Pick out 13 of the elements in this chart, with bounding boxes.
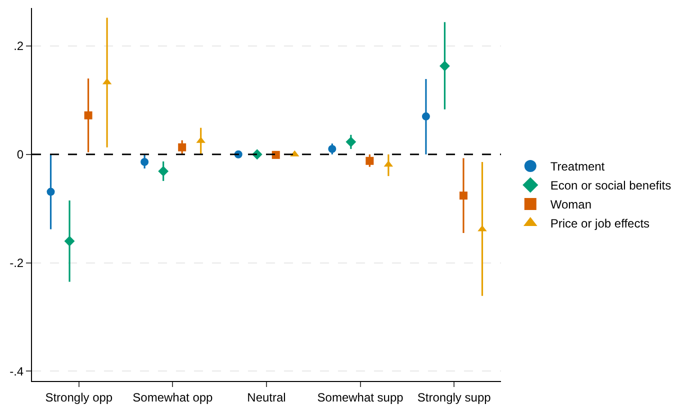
x-tick-label: Somewhat opp <box>132 390 214 404</box>
y-tick-label: -.2 <box>10 256 24 270</box>
x-tick-label: Strongly opp <box>45 390 113 404</box>
x-tick-label: Somewhat supp <box>317 390 404 404</box>
y-tick-label: .2 <box>14 39 24 54</box>
legend-label: Econ or social benefits <box>550 178 672 193</box>
y-tick-label: -.4 <box>10 364 24 378</box>
legend-label: Treatment <box>550 160 606 174</box>
x-tick-label: Neutral <box>247 390 286 404</box>
x-tick-label: Strongly supp <box>417 390 492 404</box>
legend-label: Woman <box>550 198 592 212</box>
legend-label: Price or job effects <box>550 216 650 231</box>
y-tick-label: 0 <box>16 148 24 162</box>
